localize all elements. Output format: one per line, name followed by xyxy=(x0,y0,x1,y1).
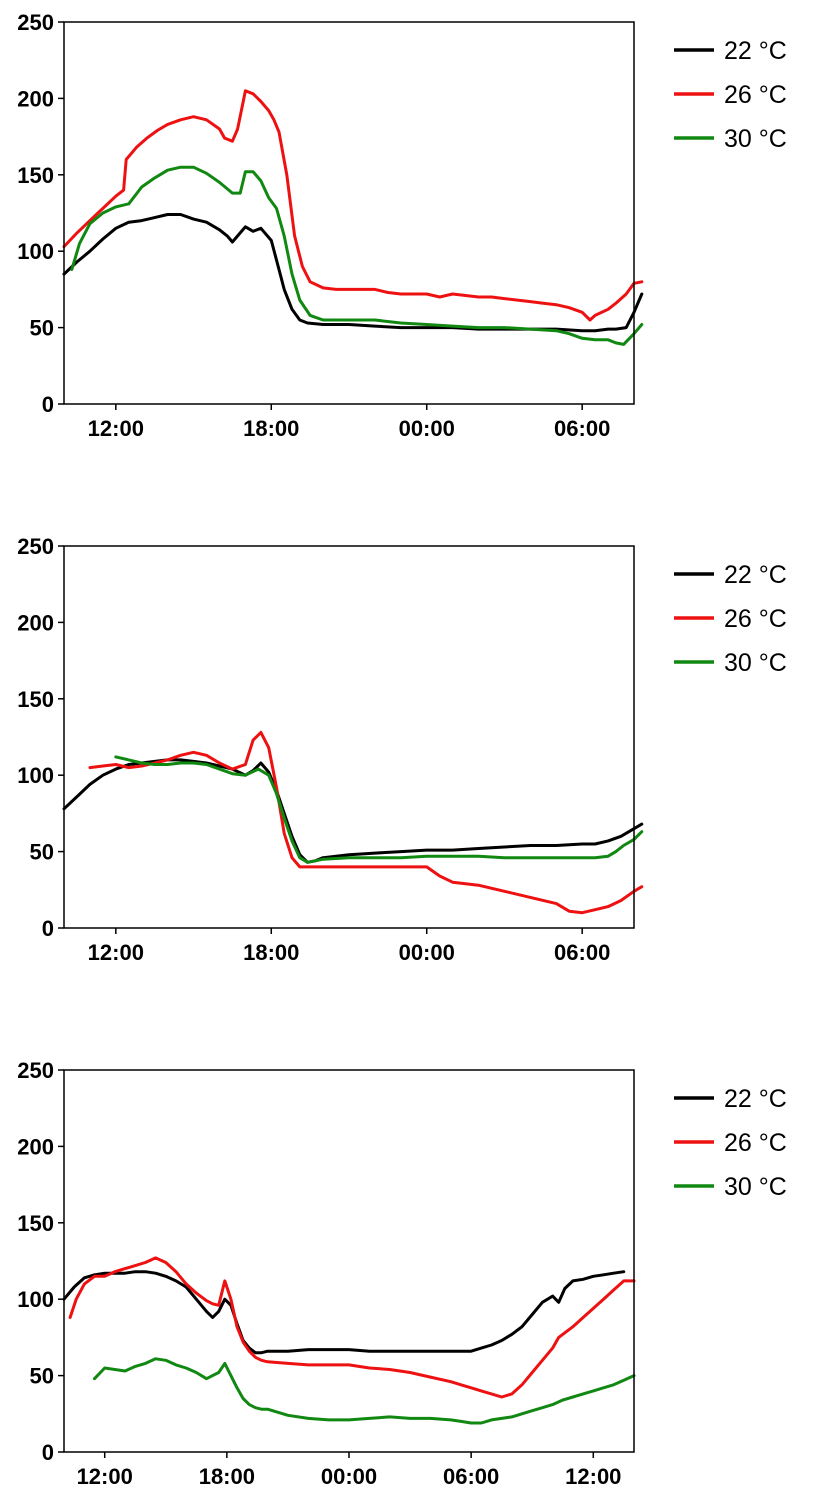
y-tick-label: 0 xyxy=(42,392,54,417)
x-tick-label: 18:00 xyxy=(199,1464,255,1485)
x-tick-label: 06:00 xyxy=(554,416,610,441)
x-tick-label: 06:00 xyxy=(554,940,610,965)
y-tick-label: 0 xyxy=(42,916,54,941)
legend: 22 °C 26 °C 30 °C xyxy=(674,37,787,153)
legend-label: 26 °C xyxy=(724,81,787,109)
x-tick-label: 06:00 xyxy=(443,1464,499,1485)
y-tick-label: 150 xyxy=(17,687,54,712)
y-tick-label: 200 xyxy=(17,1134,54,1159)
chart-panel-2: 0 50 100 150 200 250 12:00 18:00 00:00 06:00 22 °C… xyxy=(17,534,787,965)
y-tick-label: 150 xyxy=(17,1211,54,1236)
y-tick-label: 50 xyxy=(30,316,54,341)
plot-frame xyxy=(63,21,635,405)
series-line-1-3 xyxy=(70,165,644,346)
legend-label: 30 °C xyxy=(724,649,787,677)
y-tick-label: 250 xyxy=(17,534,54,559)
legend-label: 22 °C xyxy=(724,1085,787,1113)
series-line-1-1 xyxy=(62,213,644,333)
y-tick-label: 100 xyxy=(17,763,54,788)
y-tick-label: 100 xyxy=(17,239,54,264)
legend-label: 30 °C xyxy=(724,125,787,153)
series-line-3-3 xyxy=(93,1357,636,1425)
y-tick-label: 0 xyxy=(42,1440,54,1465)
chart-panel-3: 0 50 100 150 200 250 12:00 18:00 00:00 06:00 12:00… xyxy=(17,1058,787,1485)
x-tick-label: 18:00 xyxy=(243,940,299,965)
legend-label: 26 °C xyxy=(724,1129,787,1157)
y-tick-label: 50 xyxy=(30,1364,54,1389)
plot-frame xyxy=(63,545,635,929)
x-tick-label: 00:00 xyxy=(399,940,455,965)
x-tick-label: 00:00 xyxy=(321,1464,377,1485)
y-tick-label: 100 xyxy=(17,1287,54,1312)
y-tick-label: 200 xyxy=(17,86,54,111)
y-tick-label: 250 xyxy=(17,1058,54,1083)
series-line-3-2 xyxy=(68,1256,636,1399)
x-tick-label: 18:00 xyxy=(243,416,299,441)
legend-label: 22 °C xyxy=(724,561,787,589)
series-line-2-3 xyxy=(114,755,644,864)
series-line-2-1 xyxy=(62,758,644,864)
legend: 22 °C 26 °C 30 °C xyxy=(674,561,787,677)
legend-label: 26 °C xyxy=(724,605,787,633)
legend-label: 22 °C xyxy=(724,37,787,65)
legend: 22 °C 26 °C 30 °C xyxy=(674,1085,787,1201)
series-line-2-2 xyxy=(88,730,644,915)
series-line-1-2 xyxy=(62,89,644,322)
chart-panel-1: 0 50 100 150 200 250 12:00 18:00 00:00 06:00 22 °C… xyxy=(17,10,787,441)
x-tick-label: 12:00 xyxy=(565,1464,621,1485)
x-tick-label: 00:00 xyxy=(399,416,455,441)
y-tick-label: 250 xyxy=(17,10,54,35)
y-tick-label: 50 xyxy=(30,840,54,865)
series-line-3-1 xyxy=(62,1270,626,1355)
y-tick-label: 200 xyxy=(17,610,54,635)
x-tick-label: 12:00 xyxy=(88,416,144,441)
y-tick-label: 150 xyxy=(17,163,54,188)
legend-label: 30 °C xyxy=(724,1173,787,1201)
x-tick-label: 12:00 xyxy=(88,940,144,965)
x-tick-label: 12:00 xyxy=(77,1464,133,1485)
